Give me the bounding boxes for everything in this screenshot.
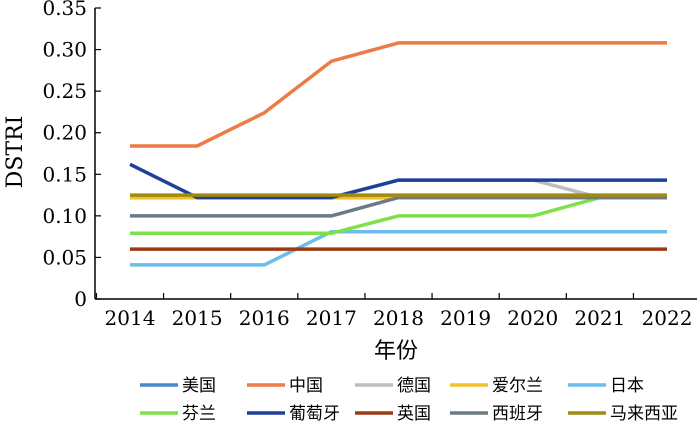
series-line-葡萄牙: [129, 162, 667, 200]
x-tick-label: 2022: [642, 306, 693, 330]
legend-label: 中国: [289, 376, 323, 396]
series-line-芬兰: [130, 195, 667, 236]
series-line-中国: [130, 41, 667, 148]
y-tick-label: 0.15: [42, 162, 87, 186]
y-tick-label: 0.05: [42, 245, 87, 269]
legend-label: 葡萄牙: [289, 404, 340, 424]
legend-label: 西班牙: [492, 404, 543, 424]
x-tick-label: 2020: [507, 306, 558, 330]
y-tick-label: 0.20: [42, 121, 87, 145]
y-tick-label: 0.35: [42, 0, 87, 20]
x-tick-label: 2014: [105, 306, 156, 330]
axes: 0 0.05 0.10 0.15 0.20 0.25 0.30 0.35 2014 2015 201…: [42, 0, 697, 330]
x-tick-label: 2021: [574, 306, 625, 330]
x-tick-label: 2018: [373, 306, 424, 330]
y-tick-label: 0.30: [42, 38, 87, 62]
x-tick-label: 2017: [306, 306, 357, 330]
legend-label: 马来西亚: [610, 404, 678, 424]
legend-label: 日本: [610, 376, 644, 396]
x-tick-label: 2016: [239, 306, 290, 330]
y-tick-label: 0: [74, 287, 87, 311]
legend-label: 英国: [397, 404, 431, 424]
x-axis-title: 年份: [374, 339, 418, 364]
legend-label: 德国: [397, 376, 431, 396]
y-axis-title: DSTRI: [3, 116, 28, 189]
series-line-西班牙: [130, 195, 667, 218]
series-line-日本: [130, 229, 667, 267]
legend-label: 芬兰: [182, 404, 216, 424]
y-tick-label: 0.10: [42, 204, 87, 228]
legend-label: 爱尔兰: [492, 376, 543, 396]
x-tick-label: 2015: [172, 306, 223, 330]
series-lines: [129, 41, 667, 267]
legend-label: 美国: [182, 376, 216, 396]
x-tick-label: 2019: [440, 306, 491, 330]
y-tick-label: 0.25: [42, 79, 87, 103]
